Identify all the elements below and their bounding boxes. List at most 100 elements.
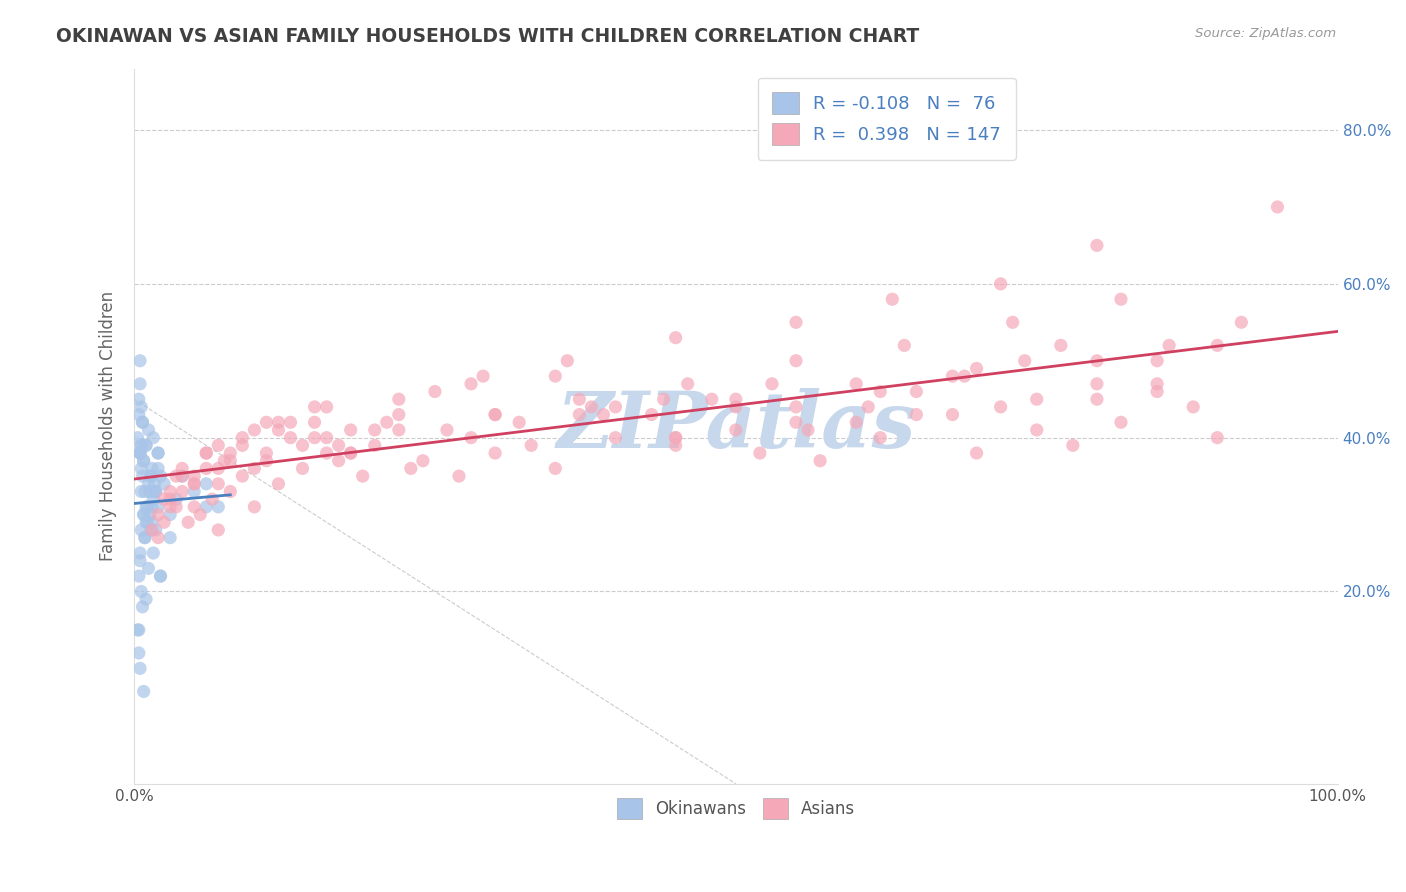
- Point: [207, 523, 229, 537]
- Point: [149, 469, 172, 483]
- Point: [399, 461, 422, 475]
- Point: [142, 431, 165, 445]
- Point: [254, 454, 277, 468]
- Point: [129, 554, 152, 568]
- Point: [665, 331, 688, 345]
- Point: [966, 361, 988, 376]
- Point: [139, 469, 162, 483]
- Point: [207, 500, 229, 514]
- Point: [315, 446, 337, 460]
- Point: [153, 476, 176, 491]
- Point: [146, 446, 169, 460]
- Point: [1085, 353, 1108, 368]
- Point: [219, 484, 242, 499]
- Text: ZIPatlas: ZIPatlas: [557, 388, 915, 465]
- Point: [785, 400, 807, 414]
- Point: [128, 569, 150, 583]
- Point: [132, 508, 155, 522]
- Point: [1206, 338, 1229, 352]
- Point: [136, 500, 159, 514]
- Point: [134, 531, 156, 545]
- Point: [990, 400, 1012, 414]
- Point: [761, 376, 783, 391]
- Y-axis label: Family Households with Children: Family Households with Children: [100, 291, 117, 561]
- Point: [129, 461, 152, 475]
- Point: [131, 599, 153, 614]
- Point: [195, 446, 218, 460]
- Point: [129, 446, 152, 460]
- Point: [291, 438, 314, 452]
- Point: [129, 438, 152, 452]
- Point: [484, 408, 506, 422]
- Point: [652, 392, 675, 407]
- Point: [845, 415, 868, 429]
- Point: [135, 515, 157, 529]
- Point: [135, 438, 157, 452]
- Point: [869, 384, 891, 399]
- Point: [1267, 200, 1289, 214]
- Point: [1025, 423, 1047, 437]
- Point: [129, 400, 152, 414]
- Point: [1230, 315, 1253, 329]
- Point: [339, 446, 361, 460]
- Point: [207, 476, 229, 491]
- Point: [568, 408, 591, 422]
- Point: [640, 408, 662, 422]
- Point: [665, 431, 688, 445]
- Point: [858, 400, 880, 414]
- Point: [129, 584, 152, 599]
- Point: [472, 369, 495, 384]
- Point: [1109, 292, 1132, 306]
- Point: [159, 500, 181, 514]
- Point: [544, 369, 567, 384]
- Point: [243, 423, 266, 437]
- Point: [146, 446, 169, 460]
- Point: [129, 523, 152, 537]
- Point: [201, 492, 224, 507]
- Point: [129, 661, 152, 675]
- Point: [304, 400, 326, 414]
- Point: [339, 446, 361, 460]
- Point: [797, 423, 820, 437]
- Point: [135, 500, 157, 514]
- Point: [149, 569, 172, 583]
- Point: [145, 484, 167, 499]
- Point: [188, 508, 211, 522]
- Point: [388, 408, 411, 422]
- Point: [280, 415, 302, 429]
- Point: [941, 369, 963, 384]
- Point: [139, 523, 162, 537]
- Point: [183, 476, 205, 491]
- Point: [1025, 392, 1047, 407]
- Point: [128, 646, 150, 660]
- Point: [905, 408, 928, 422]
- Point: [146, 531, 169, 545]
- Point: [141, 461, 163, 475]
- Point: [127, 431, 149, 445]
- Point: [905, 384, 928, 399]
- Point: [267, 476, 290, 491]
- Point: [139, 469, 162, 483]
- Point: [129, 376, 152, 391]
- Point: [145, 523, 167, 537]
- Point: [231, 438, 253, 452]
- Point: [375, 415, 398, 429]
- Point: [131, 415, 153, 429]
- Point: [557, 353, 579, 368]
- Text: OKINAWAN VS ASIAN FAMILY HOUSEHOLDS WITH CHILDREN CORRELATION CHART: OKINAWAN VS ASIAN FAMILY HOUSEHOLDS WITH…: [56, 27, 920, 45]
- Point: [243, 500, 266, 514]
- Point: [138, 561, 160, 575]
- Point: [153, 492, 176, 507]
- Point: [869, 431, 891, 445]
- Point: [339, 423, 361, 437]
- Point: [183, 469, 205, 483]
- Point: [143, 476, 166, 491]
- Point: [592, 408, 614, 422]
- Point: [941, 408, 963, 422]
- Point: [254, 446, 277, 460]
- Point: [149, 569, 172, 583]
- Point: [159, 508, 181, 522]
- Point: [581, 400, 603, 414]
- Point: [508, 415, 530, 429]
- Point: [254, 415, 277, 429]
